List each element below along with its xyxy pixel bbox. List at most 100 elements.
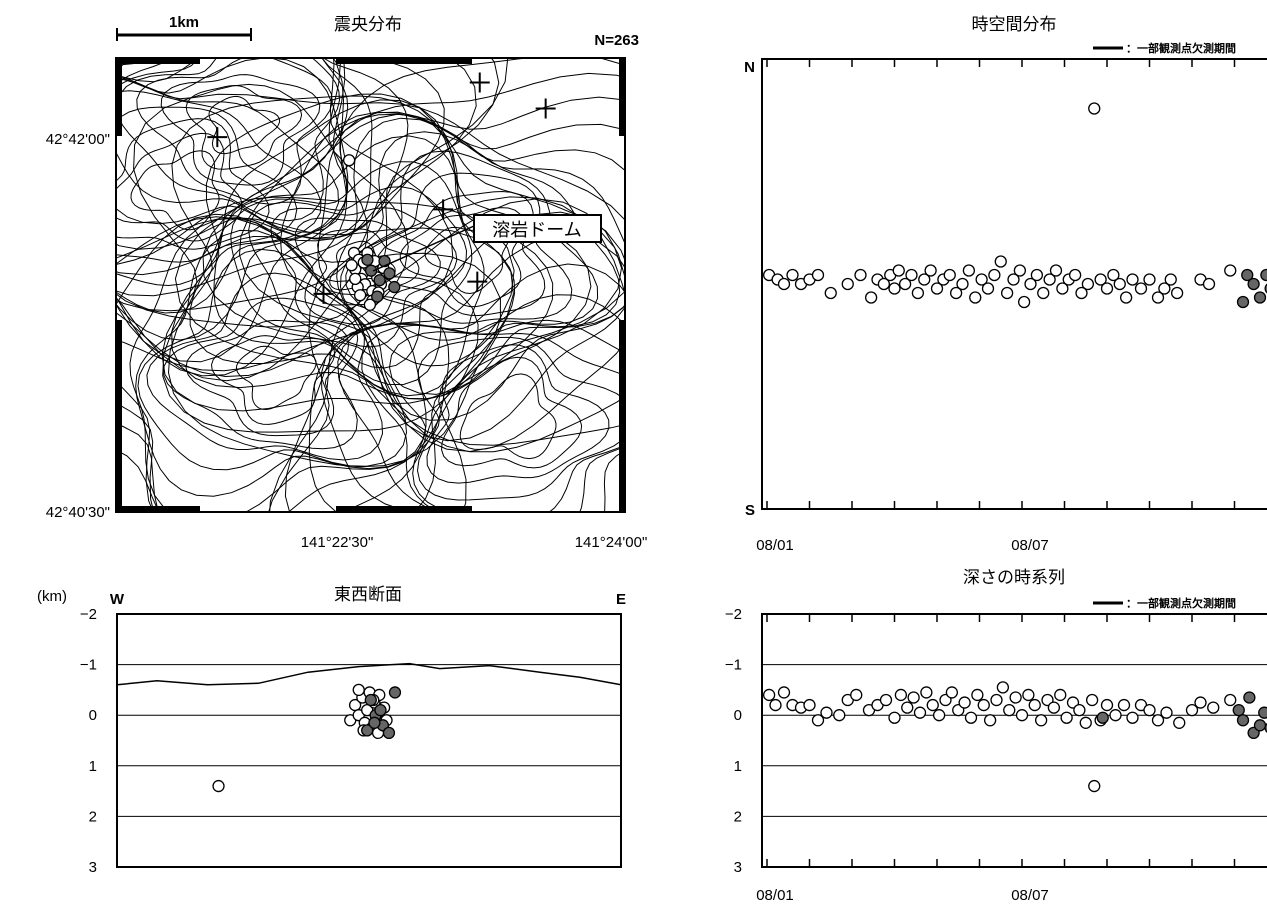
dt-x-label-2: 08/07 bbox=[1011, 887, 1049, 904]
depth-time-point bbox=[977, 698, 990, 712]
contour-line bbox=[426, 344, 610, 484]
depth-time-point bbox=[777, 686, 791, 699]
depth-time-point bbox=[1143, 703, 1156, 717]
map-epicenters bbox=[342, 154, 401, 311]
st-x-label-2: 08/07 bbox=[1011, 537, 1049, 554]
map-border-ticks bbox=[116, 58, 625, 512]
lava-dome-annotation: 溶岩ドーム bbox=[492, 220, 581, 241]
space-time-point bbox=[1126, 273, 1139, 286]
depth-time-point bbox=[1160, 706, 1173, 719]
depth-time-point bbox=[1085, 693, 1099, 707]
space-time-panel: 時空間分布 ：一部観測点欠測期間 N S 08/01 08/07 bbox=[744, 15, 1267, 554]
space-time-point bbox=[1094, 273, 1107, 286]
contour-line bbox=[116, 74, 349, 341]
section-point bbox=[368, 716, 381, 729]
map-lon-label-1: 141°22'30" bbox=[301, 534, 374, 551]
east-label: E bbox=[616, 591, 626, 608]
contour-line bbox=[116, 58, 369, 382]
north-label: N bbox=[744, 59, 755, 76]
depth-time-frame bbox=[761, 613, 1267, 868]
space-time-point bbox=[1119, 291, 1133, 304]
contour-line bbox=[116, 58, 500, 312]
section-point bbox=[388, 686, 402, 699]
depth-time-point bbox=[1079, 716, 1092, 729]
depth-time-point bbox=[932, 709, 946, 722]
space-time-point bbox=[864, 291, 878, 304]
space-time-point bbox=[1068, 268, 1082, 282]
y-tick-label: −1 bbox=[80, 657, 97, 674]
depth-time-point bbox=[1054, 688, 1067, 702]
space-time-point bbox=[1043, 273, 1056, 286]
space-time-point bbox=[777, 277, 791, 291]
contour-line bbox=[130, 150, 220, 231]
space-time-point bbox=[975, 273, 988, 286]
station-cross-icon bbox=[207, 127, 228, 148]
contour-line bbox=[116, 58, 349, 363]
space-time-point bbox=[924, 264, 937, 277]
contour-line bbox=[279, 111, 625, 442]
depth-time-point bbox=[1015, 709, 1029, 722]
y-tick-label: 1 bbox=[89, 758, 97, 775]
section-point bbox=[212, 779, 225, 793]
depth-time-point bbox=[913, 706, 927, 719]
station-cross-icon bbox=[535, 98, 556, 119]
space-time-point bbox=[905, 268, 918, 282]
contour-line bbox=[116, 58, 348, 377]
space-time-point bbox=[943, 268, 956, 282]
depth-time-point bbox=[850, 688, 863, 702]
depth-time-point bbox=[983, 714, 997, 727]
depth-time-point bbox=[1073, 703, 1086, 717]
space-time-point bbox=[1017, 295, 1031, 309]
space-time-point bbox=[888, 282, 901, 295]
depth-time-point bbox=[1173, 716, 1186, 729]
ew-section-grid: −2 −1 0 1 2 3 bbox=[80, 606, 621, 876]
depth-time-ticks bbox=[766, 614, 1236, 867]
contour-line bbox=[174, 58, 625, 446]
space-time-point bbox=[1088, 102, 1101, 115]
dt-x-label-1: 08/01 bbox=[756, 887, 794, 904]
epicenter-map-panel: 1km 震央分布 N=263 溶岩ドーム 42°42'00" 42°40'30"… bbox=[46, 14, 648, 551]
depth-time-point bbox=[990, 693, 1003, 707]
space-time-point bbox=[1100, 282, 1114, 295]
depth-time-point bbox=[964, 711, 978, 724]
epicenter-point bbox=[373, 274, 386, 287]
depth-time-points bbox=[762, 681, 1267, 793]
topography-profile bbox=[116, 662, 622, 686]
contour-line bbox=[375, 190, 546, 317]
epicenter-point bbox=[361, 253, 374, 266]
space-time-point bbox=[1000, 286, 1014, 300]
depth-time-point bbox=[1194, 696, 1207, 709]
west-label: W bbox=[110, 591, 125, 608]
depth-time-point bbox=[1224, 693, 1237, 707]
contour-line bbox=[235, 345, 317, 411]
depth-time-point bbox=[1109, 709, 1122, 722]
contour-line bbox=[146, 272, 384, 461]
station-markers bbox=[207, 72, 556, 304]
epicenter-point bbox=[363, 298, 377, 311]
contour-line bbox=[208, 95, 281, 155]
contour-line bbox=[116, 58, 341, 222]
space-time-points bbox=[762, 102, 1267, 309]
depth-time-point bbox=[1253, 719, 1267, 732]
depth-time-point bbox=[1060, 711, 1073, 724]
epicenter-point bbox=[353, 289, 367, 302]
space-time-point bbox=[1202, 277, 1216, 291]
depth-time-point bbox=[971, 688, 984, 702]
space-time-point bbox=[1158, 282, 1171, 295]
space-time-point bbox=[1164, 273, 1177, 286]
contour-line bbox=[320, 263, 625, 512]
depth-time-point bbox=[1096, 711, 1109, 724]
km-unit-label: (km) bbox=[37, 588, 67, 605]
scale-bar-label: 1km bbox=[169, 14, 199, 31]
space-time-point bbox=[854, 268, 867, 282]
contour-line bbox=[337, 294, 625, 512]
space-time-point bbox=[1241, 268, 1254, 282]
space-time-point bbox=[1107, 268, 1120, 282]
contour-line bbox=[388, 331, 625, 512]
depth-time-point bbox=[1258, 706, 1267, 719]
epicenter-point bbox=[345, 259, 358, 272]
space-time-point bbox=[1143, 273, 1156, 286]
space-time-point bbox=[918, 273, 931, 286]
contour-line bbox=[116, 58, 409, 250]
